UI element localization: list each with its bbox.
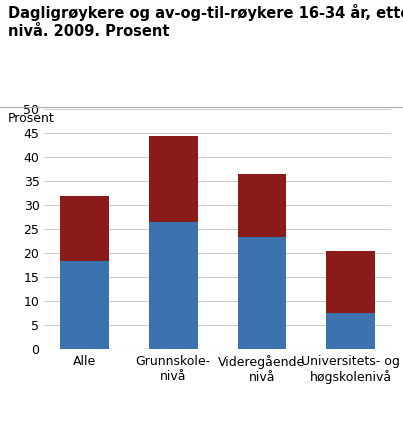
Bar (60, 261, 109, 349)
Bar (149, 136, 197, 222)
Bar (60, 196, 109, 261)
Bar (238, 174, 287, 237)
Bar (238, 237, 287, 349)
Bar (149, 222, 197, 349)
Bar (326, 251, 375, 313)
Text: Prosent: Prosent (8, 112, 55, 125)
Text: Dagligrøykere og av-og-til-røykere 16-34 år, etter utdannings-
nivå. 2009. Prose: Dagligrøykere og av-og-til-røykere 16-34… (8, 4, 403, 39)
Bar (326, 313, 375, 349)
